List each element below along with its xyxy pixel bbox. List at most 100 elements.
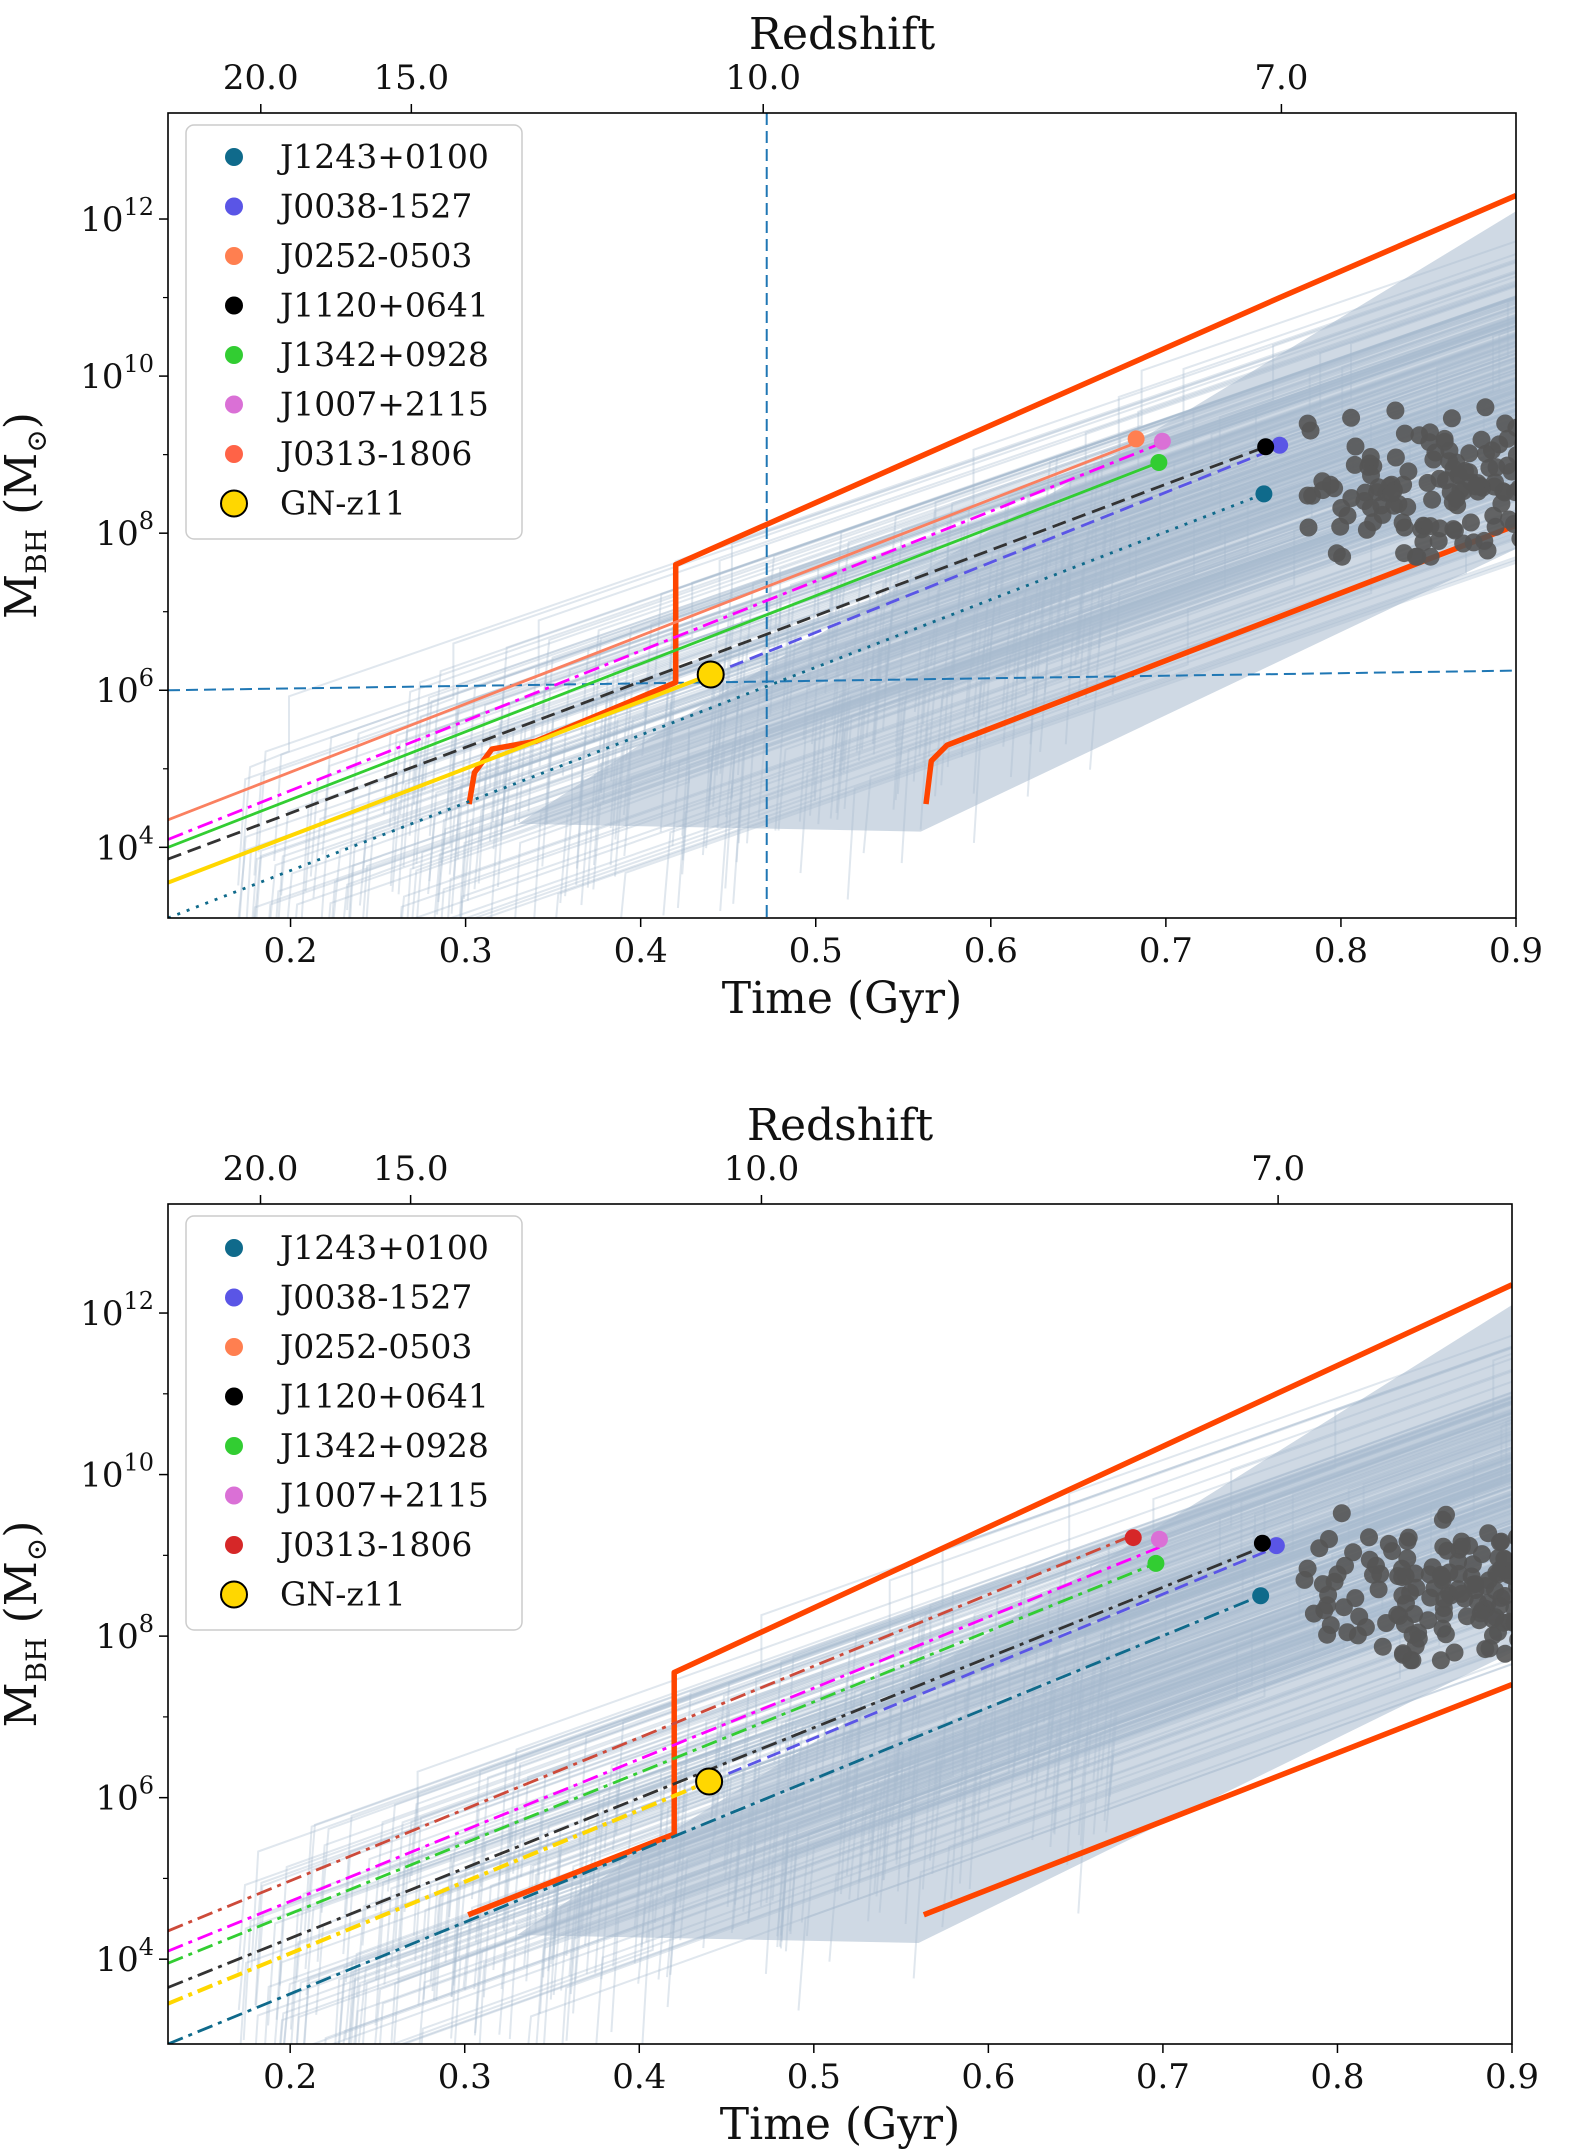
x-tick-label: 0.6 — [961, 2057, 1015, 2097]
redshift-tick-label: 7.0 — [1251, 1149, 1305, 1189]
observed-quasar-point — [1536, 407, 1554, 425]
observed-quasar-point — [1518, 452, 1536, 470]
observed-quasar-point — [1514, 521, 1516, 532]
endpoint-marker-J1342+0928 — [1147, 1554, 1165, 1572]
redshift-tick-label: 10.0 — [725, 58, 801, 98]
observed-quasar-point — [1298, 1559, 1317, 1578]
x-tick-label: 0.4 — [614, 931, 668, 971]
endpoint-marker-J1120+0641 — [1253, 1534, 1271, 1552]
x-tick-label: 0.5 — [789, 931, 843, 971]
observed-quasar-point — [1421, 423, 1439, 442]
redshift-tick-label: 20.0 — [223, 58, 299, 98]
observed-quasar-point — [1505, 515, 1516, 533]
observed-quasar-point — [1445, 1643, 1464, 1662]
observed-quasar-point — [1483, 441, 1501, 460]
observed-quasar-point — [1414, 533, 1433, 551]
observed-quasar-point — [1533, 474, 1551, 492]
observed-quasars-scatter — [1298, 398, 1554, 566]
observed-quasar-point — [1529, 1561, 1547, 1579]
observed-quasar-point — [1423, 490, 1442, 509]
observed-quasar-point — [1435, 1605, 1453, 1624]
legend-marker-J1342+0928 — [225, 346, 243, 364]
legend-box — [185, 124, 523, 540]
x-tick-label: 0.8 — [1310, 2057, 1364, 2097]
redshift-tick-label: 15.0 — [373, 58, 449, 98]
envelope-lower-line — [923, 522, 1516, 805]
observed-quasar-point — [1403, 1651, 1422, 1670]
observed-quasar-point — [1517, 1612, 1535, 1630]
growth-track — [412, 300, 1516, 782]
legend-marker-J1243+0100 — [225, 1239, 243, 1257]
growth-track — [912, 1345, 1512, 1709]
legend-label-J0038-1527: J0038-1527 — [277, 1278, 472, 1317]
observed-quasar-point — [1424, 450, 1443, 469]
growth-track — [653, 240, 1516, 687]
legend-marker-J1120+0641 — [225, 296, 243, 315]
y-tick-label: 1010 — [80, 350, 154, 397]
x-tick-label: 0.4 — [612, 2057, 666, 2097]
growth-tracks-density — [517, 1305, 1512, 1943]
observed-quasar-point — [1486, 1581, 1504, 1600]
observed-quasar-point — [1522, 435, 1540, 453]
series-line-J1007+2115 — [168, 441, 1163, 841]
observed-quasar-point — [1395, 424, 1414, 443]
bottom-panel-chart: 0.2 0.3 0.4 0.5 0.6 0.7 0.8 0.9 Time (Gyr) 20.0 15… — [0, 1100, 1551, 2150]
observed-quasar-point — [1327, 544, 1346, 563]
observed-quasar-point — [1334, 1598, 1353, 1617]
legend-marker-J1120+0641 — [225, 1387, 243, 1406]
observed-quasar-point — [1418, 473, 1437, 492]
observed-quasar-point — [1364, 1565, 1382, 1584]
legend-label-J1243+0100: J1243+0100 — [277, 137, 489, 176]
legend-label-J0313-1806: J0313-1806 — [277, 1525, 472, 1564]
observed-quasar-point — [1461, 513, 1480, 532]
y-tick-label: 1012 — [80, 193, 154, 240]
observed-quasar-point — [1421, 1588, 1440, 1607]
observed-quasar-point — [1494, 1613, 1512, 1632]
observed-quasar-point — [1360, 1528, 1378, 1547]
growth-track — [257, 316, 1516, 853]
legend-marker-GN-z11 — [220, 1580, 248, 1609]
endpoint-marker-J0313-1806 — [1124, 1529, 1142, 1547]
observed-quasar-point — [1529, 535, 1547, 553]
legend-marker-J1007+2115 — [225, 395, 243, 414]
x-tick-label: 0.2 — [264, 931, 318, 971]
legend-label-J0313-1806: J0313-1806 — [277, 434, 472, 473]
observed-quasar-point — [1318, 1625, 1337, 1644]
series-line-J1120+0641 — [168, 1545, 1263, 1989]
legend-marker-J1007+2115 — [225, 1486, 243, 1505]
series-line-J1007+2115 — [168, 1545, 1160, 1953]
observed-quasar-point — [1429, 532, 1448, 550]
observed-quasar-point — [1533, 1622, 1551, 1640]
legend-box — [185, 1215, 523, 1631]
x-tick-label: 0.6 — [964, 931, 1018, 971]
observed-quasar-point — [1383, 1542, 1402, 1561]
series-line-J1342+0928 — [168, 461, 1160, 849]
endpoint-marker-GN-z11 — [696, 660, 725, 689]
observed-quasar-point — [1447, 489, 1466, 508]
legend-label-J0252-0503: J0252-0503 — [277, 236, 472, 275]
legend-marker-GN-z11 — [220, 489, 248, 518]
observed-quasar-point — [1522, 1612, 1540, 1630]
observed-quasar-point — [1405, 1564, 1424, 1583]
endpoint-marker-J1243+0100 — [1252, 1587, 1270, 1605]
legend-marker-J0252-0503 — [225, 247, 243, 265]
observed-quasar-point — [1421, 517, 1440, 536]
observed-quasar-point — [1438, 1541, 1457, 1560]
observed-quasar-point — [1496, 414, 1515, 433]
plot-area — [168, 113, 1554, 918]
observed-quasar-point — [1521, 420, 1539, 438]
endpoint-marker-J1243+0100 — [1255, 485, 1273, 503]
observed-quasar-point — [1515, 505, 1516, 513]
observed-quasar-point — [1467, 477, 1485, 496]
series-line-J0313-1806 — [168, 1533, 1134, 1933]
growth-track — [894, 258, 1516, 606]
observed-quasar-point — [1515, 1604, 1533, 1622]
observed-quasar-point — [1440, 452, 1459, 471]
legend-label-J1007+2115: J1007+2115 — [277, 385, 489, 424]
observed-quasar-point — [1452, 1584, 1471, 1603]
observed-quasar-point — [1502, 462, 1516, 481]
endpoint-marker-J0038-1527 — [1267, 1537, 1285, 1555]
observed-quasar-point — [1460, 444, 1479, 463]
observed-quasar-point — [1532, 476, 1550, 494]
observed-quasar-point — [1479, 1524, 1498, 1543]
